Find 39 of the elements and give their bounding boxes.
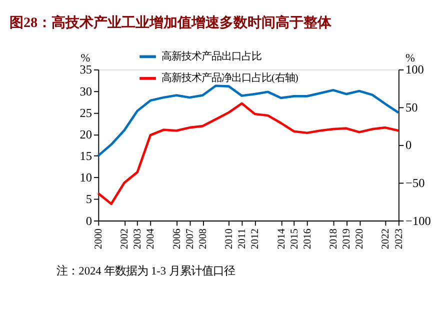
x-tick-label: 2019	[342, 228, 353, 250]
x-tick-label: 2011	[237, 228, 248, 249]
x-tick-label: 2006	[172, 228, 183, 250]
x-tick-label: 2014	[276, 228, 288, 250]
y2-tick-label: −50	[406, 176, 425, 190]
x-tick-label: 2015	[289, 228, 300, 250]
y2-tick-label: 50	[406, 100, 418, 114]
x-tick-label: 2000	[94, 228, 104, 250]
y2-tick-label: −100	[406, 214, 431, 228]
x-tick-label: 2002	[120, 228, 131, 250]
y2-tick-label: 100	[406, 62, 424, 77]
x-tick-label: 2012	[250, 228, 262, 250]
x-tick-label: 2008	[198, 228, 209, 250]
y-tick-label: 25	[80, 106, 92, 120]
y-tick-label: 20	[80, 127, 92, 142]
x-tick-label: 2007	[184, 228, 196, 250]
x-tick-label: 2010	[224, 228, 236, 250]
x-tick-label: 2020	[354, 228, 366, 250]
y-tick-label: 0	[86, 214, 92, 228]
y-tick-label: 30	[80, 84, 92, 98]
x-tick-label: 2004	[146, 228, 157, 250]
x-tick-label: 2003	[132, 228, 144, 250]
y2-tick-label: 0	[406, 138, 412, 152]
line-series	[97, 84, 400, 157]
x-tick-label: 2022	[380, 228, 392, 250]
x-tick-label: 2023	[394, 228, 405, 250]
y2-axis-title: %	[406, 52, 416, 64]
y-axis-title: %	[80, 52, 91, 64]
y-tick-label: 5	[86, 192, 92, 206]
y-tick-label: 10	[80, 170, 92, 185]
chart-title: 图28：高技术产业工业增加值增速多数时间高于整体	[9, 14, 333, 31]
legend-label: 高新技术产品出口占比	[161, 50, 262, 63]
x-tick-label: 2018	[328, 228, 340, 250]
line-series	[97, 102, 400, 206]
legend-label: 高新技术产品净出口占比(右轴)	[161, 72, 298, 84]
y-tick-label: 15	[80, 149, 92, 164]
y-tick-label: 35	[80, 62, 92, 77]
x-tick-label: 2016	[302, 228, 314, 250]
text: 注：2024 年数据为 1-3 月累计值口径	[56, 264, 235, 278]
